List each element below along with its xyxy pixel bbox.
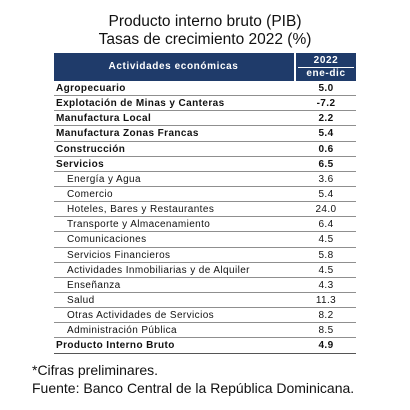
row-label: Actividades Inmobiliarias y de Alquiler <box>67 264 250 276</box>
table-row: Agropecuario 5.0 <box>54 81 356 97</box>
total-value: 4.9 <box>318 340 334 352</box>
table-row: Manufactura Local 2.2 <box>54 111 356 127</box>
row-value: 11.3 <box>315 294 337 306</box>
table-row: Construcción 0.6 <box>54 142 356 157</box>
row-value: 24.0 <box>315 204 337 216</box>
row-value: 4.3 <box>318 279 334 291</box>
row-value: 6.4 <box>318 219 334 231</box>
row-value: 4.5 <box>318 264 334 276</box>
row-label: Agropecuario <box>56 83 126 94</box>
table-row: Hoteles, Bares y Restaurantes 24.0 <box>54 202 356 218</box>
row-value: 5.8 <box>318 249 334 261</box>
row-label: Administración Pública <box>67 325 177 337</box>
header-period: ene-dic <box>306 68 346 79</box>
row-label: Energía y Agua <box>67 173 141 185</box>
table-row: Actividades Inmobiliarias y de Alquiler … <box>54 263 356 278</box>
table-row: Servicios Financieros 5.8 <box>54 248 356 263</box>
header-year-divider <box>298 67 354 68</box>
table-row: Transporte y Almacenamiento 6.4 <box>54 217 356 233</box>
table-row: Comercio 5.4 <box>54 187 356 203</box>
row-value: -7.2 <box>316 98 336 110</box>
row-value: 5.4 <box>318 128 334 140</box>
row-label: Enseñanza <box>67 279 121 291</box>
row-label: Transporte y Almacenamiento <box>67 219 211 231</box>
row-label: Servicios Financieros <box>67 249 171 261</box>
row-label: Manufactura Zonas Francas <box>56 128 199 140</box>
table-row: Salud 11.3 <box>54 293 356 309</box>
header-separator <box>294 53 296 81</box>
page-title: Producto interno bruto (PIB) <box>108 13 302 30</box>
table-row: Manufactura Zonas Francas 5.4 <box>54 126 356 142</box>
gdp-growth-table: Actividades económicas 2022 ene-dic Agro… <box>54 53 356 354</box>
footnote-source: Fuente: Banco Central de la República Do… <box>32 380 355 396</box>
row-value: 2.2 <box>318 113 334 125</box>
row-label: Manufactura Local <box>56 113 152 125</box>
table-row: Comunicaciones 4.5 <box>54 232 356 248</box>
table-row: Enseñanza 4.3 <box>54 278 356 293</box>
total-label: Producto Interno Bruto <box>56 340 175 352</box>
table-total-row: Producto Interno Bruto 4.9 <box>54 338 356 354</box>
table-row: Explotación de Minas y Canteras -7.2 <box>54 96 356 112</box>
table-row: Administración Pública 8.5 <box>54 323 356 339</box>
table-row: Servicios 6.5 <box>54 157 356 172</box>
row-label: Construcción <box>56 143 126 155</box>
row-label: Servicios <box>56 158 105 170</box>
row-value: 3.6 <box>318 173 334 185</box>
row-label: Explotación de Minas y Canteras <box>56 98 225 110</box>
row-label: Otras Actividades de Servicios <box>67 310 215 322</box>
page-subtitle: Tasas de crecimiento 2022 (%) <box>98 31 312 48</box>
row-value: 8.2 <box>318 310 334 322</box>
row-value: 4.5 <box>318 234 334 246</box>
table-row: Otras Actividades de Servicios 8.2 <box>54 308 356 324</box>
row-label: Hoteles, Bares y Restaurantes <box>67 204 215 216</box>
table-row: Energía y Agua 3.6 <box>54 172 356 187</box>
row-value: 8.5 <box>318 325 334 337</box>
header-year: 2022 <box>313 55 339 66</box>
row-value: 5.0 <box>318 83 334 94</box>
header-activity: Actividades económicas <box>108 61 239 72</box>
row-value: 6.5 <box>318 158 334 170</box>
footnote-preliminary: *Cifras preliminares. <box>32 362 159 378</box>
row-value: 0.6 <box>318 143 334 155</box>
table-header: Actividades económicas 2022 ene-dic <box>54 53 356 81</box>
row-value: 5.4 <box>318 188 334 200</box>
row-label: Comunicaciones <box>67 234 147 246</box>
row-label: Comercio <box>67 188 113 200</box>
row-label: Salud <box>67 294 95 306</box>
